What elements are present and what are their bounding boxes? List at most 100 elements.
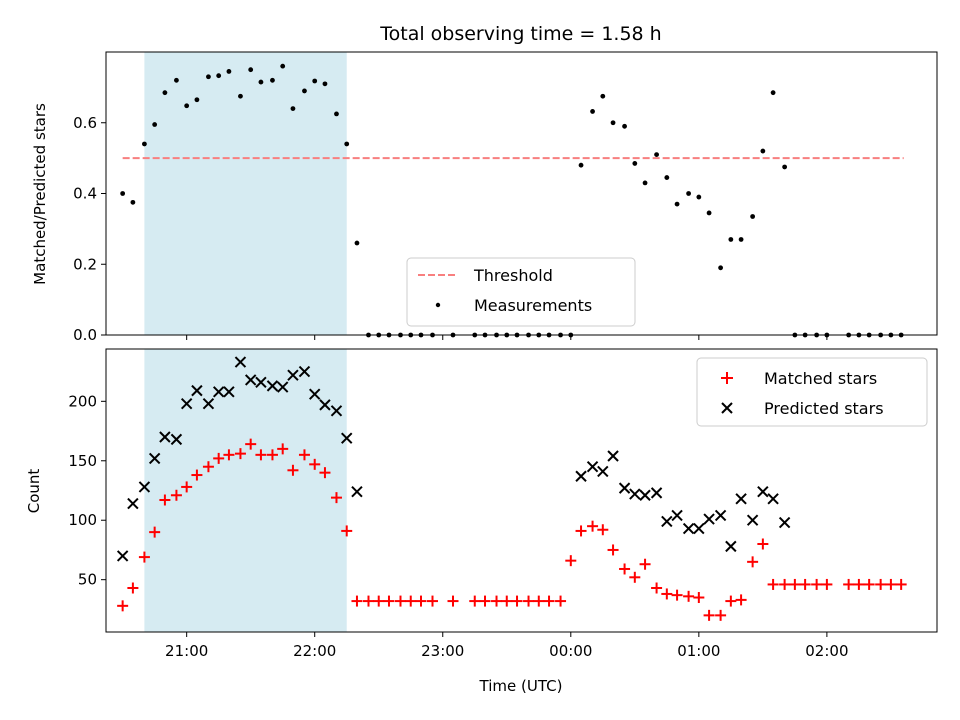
matched-star-point bbox=[661, 588, 673, 600]
matched-star-point bbox=[757, 538, 769, 550]
matched-star-point bbox=[821, 578, 833, 590]
top-highlight-span bbox=[144, 52, 347, 335]
measurement-point bbox=[696, 194, 702, 200]
measurement-point bbox=[750, 214, 756, 219]
matched-star-point bbox=[373, 595, 385, 607]
matched-star-point bbox=[895, 578, 907, 590]
y-tick-label: 0.6 bbox=[73, 114, 97, 132]
bottom-x-ticks: 21:00 22:00 23:00 00:00 01:00 02:00 bbox=[165, 632, 849, 660]
matched-star-point bbox=[511, 595, 523, 607]
measurement-point bbox=[258, 79, 264, 85]
matched-star-point bbox=[543, 595, 555, 607]
bottom-y-axis-label: Count bbox=[25, 469, 43, 514]
x-tick-label: 23:00 bbox=[421, 642, 464, 660]
predicted-star-point bbox=[170, 433, 183, 446]
measurement-point bbox=[248, 67, 254, 73]
predicted-star-point bbox=[255, 376, 267, 389]
predicted-star-point bbox=[266, 380, 279, 392]
measurement-point bbox=[344, 141, 350, 147]
top-measurements bbox=[120, 63, 904, 338]
matched-star-point bbox=[149, 526, 161, 538]
x-tick-label: 02:00 bbox=[805, 642, 848, 660]
predicted-star-point bbox=[735, 493, 747, 505]
measurement-point bbox=[238, 93, 243, 99]
measurement-point bbox=[718, 265, 724, 271]
measurement-point bbox=[302, 88, 307, 94]
matched-star-point bbox=[725, 595, 737, 607]
matched-star-point bbox=[213, 452, 225, 464]
matched-star-point bbox=[671, 589, 683, 601]
matched-star-point bbox=[309, 458, 321, 470]
matched-star-point bbox=[362, 595, 374, 607]
matched-star-point bbox=[651, 582, 663, 594]
matched-star-point bbox=[170, 489, 182, 501]
measurement-point bbox=[216, 73, 222, 79]
matched-star-point bbox=[255, 449, 267, 461]
y-tick-label: 50 bbox=[78, 571, 97, 589]
y-tick-label: 0.2 bbox=[73, 255, 97, 273]
matched-star-point bbox=[191, 469, 203, 481]
bottom-plot-frame bbox=[105, 348, 938, 633]
matched-star-point bbox=[447, 595, 459, 607]
top-legend: Threshold Measurements bbox=[406, 257, 636, 327]
predicted-star-point bbox=[319, 399, 331, 411]
predicted-star-point bbox=[629, 488, 641, 500]
matched-star-point bbox=[799, 578, 811, 590]
legend-matched-swatch bbox=[721, 372, 733, 384]
measurement-point bbox=[738, 237, 744, 242]
measurement-point bbox=[194, 97, 200, 103]
predicted-star-point bbox=[298, 365, 311, 378]
matched-star-point bbox=[587, 520, 599, 532]
predicted-star-point bbox=[778, 516, 791, 529]
measurement-point bbox=[622, 123, 627, 129]
predicted-star-point bbox=[148, 452, 161, 465]
measurement-point bbox=[664, 175, 670, 180]
measurement-point bbox=[334, 111, 339, 117]
x-tick-label: 22:00 bbox=[293, 642, 336, 660]
predicted-star-point bbox=[693, 522, 705, 535]
measurement-point bbox=[290, 106, 296, 111]
matched-star-point bbox=[639, 558, 651, 570]
legend-matched-label: Matched stars bbox=[764, 369, 877, 388]
top-chart: Total observing time = 1.58 h 0.00.20.40… bbox=[31, 23, 938, 344]
predicted-star-point bbox=[191, 384, 203, 397]
legend-predicted-label: Predicted stars bbox=[764, 399, 884, 418]
predicted-star-point bbox=[351, 485, 363, 498]
predicted-star-point bbox=[202, 397, 215, 410]
top-y-axis-label: Matched/Predicted stars bbox=[31, 103, 49, 285]
matched-star-point bbox=[234, 448, 246, 460]
matched-star-point bbox=[703, 609, 715, 621]
predicted-star-point bbox=[309, 388, 321, 400]
matched-star-point bbox=[863, 578, 875, 590]
measurement-point bbox=[174, 77, 179, 83]
measurement-point bbox=[270, 77, 275, 83]
predicted-star-point bbox=[639, 489, 651, 501]
matched-star-point bbox=[330, 492, 342, 504]
measurement-point bbox=[184, 103, 190, 109]
measurement-point bbox=[322, 81, 328, 87]
measurement-point bbox=[162, 90, 168, 96]
predicted-star-point bbox=[330, 405, 343, 417]
top-legend-box bbox=[406, 257, 636, 327]
predicted-star-point bbox=[244, 374, 257, 386]
matched-star-point bbox=[885, 578, 897, 590]
measurement-point bbox=[760, 148, 766, 154]
measurement-point bbox=[686, 191, 691, 196]
matched-star-point bbox=[779, 578, 791, 590]
measurement-point bbox=[206, 74, 211, 80]
bottom-legend: Matched stars Predicted stars bbox=[696, 357, 928, 427]
y-tick-label: 100 bbox=[68, 511, 97, 529]
predicted-star-point bbox=[276, 381, 289, 393]
top-chart-title: Total observing time = 1.58 h bbox=[379, 23, 661, 45]
measurement-point bbox=[770, 90, 776, 96]
predicted-star-point bbox=[650, 487, 663, 499]
predicted-star-point bbox=[212, 386, 225, 398]
matched-star-point bbox=[341, 525, 353, 537]
matched-star-point bbox=[683, 590, 695, 602]
measurement-point bbox=[130, 199, 136, 205]
matched-star-point bbox=[277, 443, 289, 455]
matched-star-point bbox=[223, 449, 235, 461]
y-tick-label: 0.0 bbox=[73, 326, 97, 344]
matched-star-point bbox=[565, 555, 577, 567]
